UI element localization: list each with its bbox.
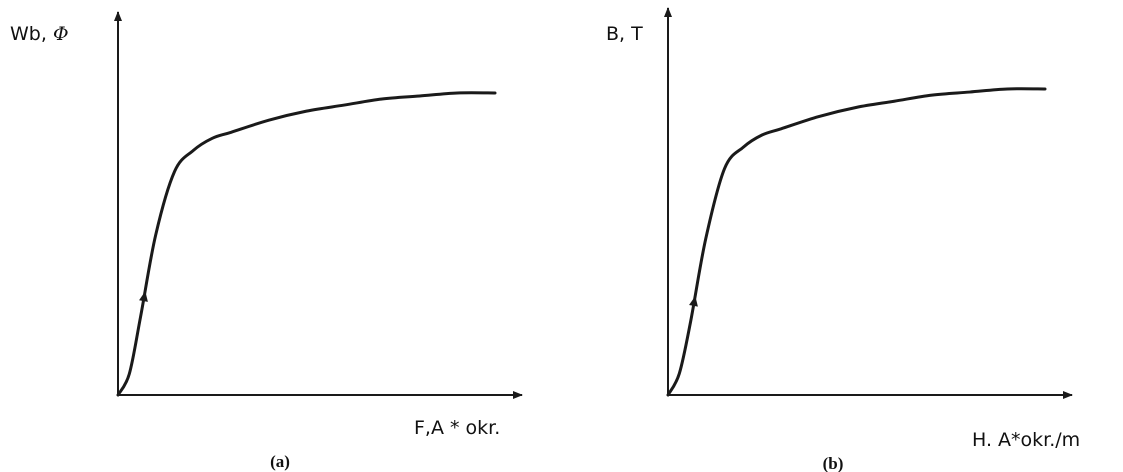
chart-b: B, T H. A*okr./m (b) [606, 7, 1080, 472]
chart-b-series-line [666, 87, 1047, 397]
chart-a-x-label: F,A * okr. [414, 417, 500, 439]
chart-b-x-label: H. A*okr./m [972, 429, 1080, 451]
chart-a: Wb, Φ F,A * okr. (a) [10, 11, 523, 471]
chart-a-direction-arrow [139, 291, 148, 302]
chart-a-y-label: Wb, Φ [10, 23, 69, 45]
chart-b-panel-label: (b) [823, 454, 844, 472]
chart-a-y-label-prefix: Wb, [10, 23, 53, 45]
chart-a-panel-label: (a) [270, 452, 290, 471]
chart-a-y-label-symbol: Φ [53, 23, 69, 45]
chart-b-direction-arrow [689, 295, 698, 307]
chart-a-series-line [116, 91, 497, 397]
chart-b-y-label: B, T [606, 23, 643, 45]
